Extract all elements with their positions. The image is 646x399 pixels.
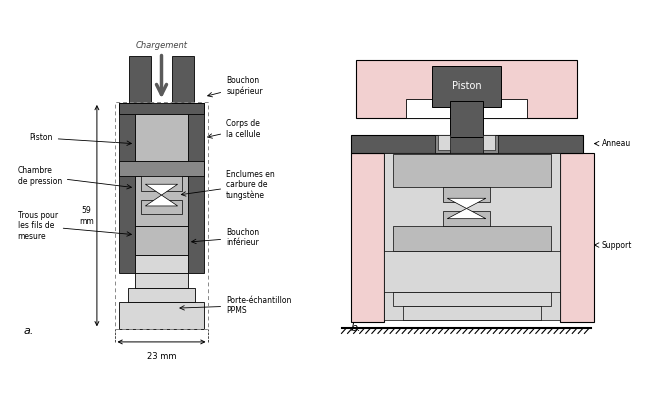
Bar — [356, 60, 577, 118]
Bar — [128, 288, 195, 302]
Polygon shape — [145, 184, 178, 195]
Text: Corps de
la cellule: Corps de la cellule — [208, 119, 260, 139]
Bar — [403, 306, 541, 320]
Bar — [172, 55, 194, 103]
Text: Porte-échantillon
PPMS: Porte-échantillon PPMS — [180, 296, 291, 315]
Bar — [135, 273, 188, 288]
Bar — [141, 200, 182, 214]
Text: Anneau: Anneau — [594, 139, 631, 148]
Bar — [129, 55, 151, 103]
Text: Bouchon
supérieur: Bouchon supérieur — [207, 77, 263, 97]
Bar — [384, 251, 561, 292]
Polygon shape — [447, 198, 486, 208]
Polygon shape — [145, 195, 178, 206]
Bar — [351, 134, 583, 152]
Text: Trous pour
les fils de
mesure: Trous pour les fils de mesure — [17, 211, 131, 241]
Bar — [432, 65, 501, 107]
Text: Presse: Presse — [450, 66, 484, 76]
Text: a.: a. — [23, 326, 34, 336]
Bar — [351, 152, 384, 322]
Bar — [119, 161, 204, 176]
Bar — [141, 176, 182, 191]
Bar — [406, 99, 527, 118]
Polygon shape — [447, 208, 486, 219]
Text: 23 mm: 23 mm — [147, 352, 176, 361]
Bar — [114, 102, 209, 329]
Bar — [119, 302, 204, 329]
Bar — [439, 134, 450, 150]
Bar — [443, 211, 490, 226]
Bar — [119, 103, 204, 115]
Bar — [384, 152, 561, 320]
Text: Bouchon
inférieur: Bouchon inférieur — [192, 228, 259, 247]
Bar — [393, 292, 551, 306]
Bar — [483, 134, 498, 152]
Bar — [135, 255, 188, 273]
Bar — [135, 115, 188, 161]
Text: b.: b. — [351, 323, 361, 333]
Text: Chargement: Chargement — [136, 41, 187, 50]
Bar — [443, 187, 490, 202]
Bar — [561, 152, 594, 322]
Text: Chambre
de pression: Chambre de pression — [17, 166, 131, 189]
Text: Piston: Piston — [29, 133, 131, 145]
Bar — [188, 103, 204, 273]
Bar — [393, 226, 551, 251]
Bar — [393, 154, 551, 187]
Text: 59
mm: 59 mm — [79, 205, 94, 226]
Text: Enclumes en
carbure de
tungstène: Enclumes en carbure de tungstène — [182, 170, 275, 200]
Text: Support: Support — [594, 241, 632, 249]
Bar — [435, 134, 450, 152]
Text: Piston: Piston — [452, 81, 481, 91]
Bar — [135, 176, 188, 226]
Bar — [483, 134, 495, 150]
Bar — [119, 103, 135, 273]
Bar — [135, 226, 188, 255]
Bar — [450, 101, 483, 137]
